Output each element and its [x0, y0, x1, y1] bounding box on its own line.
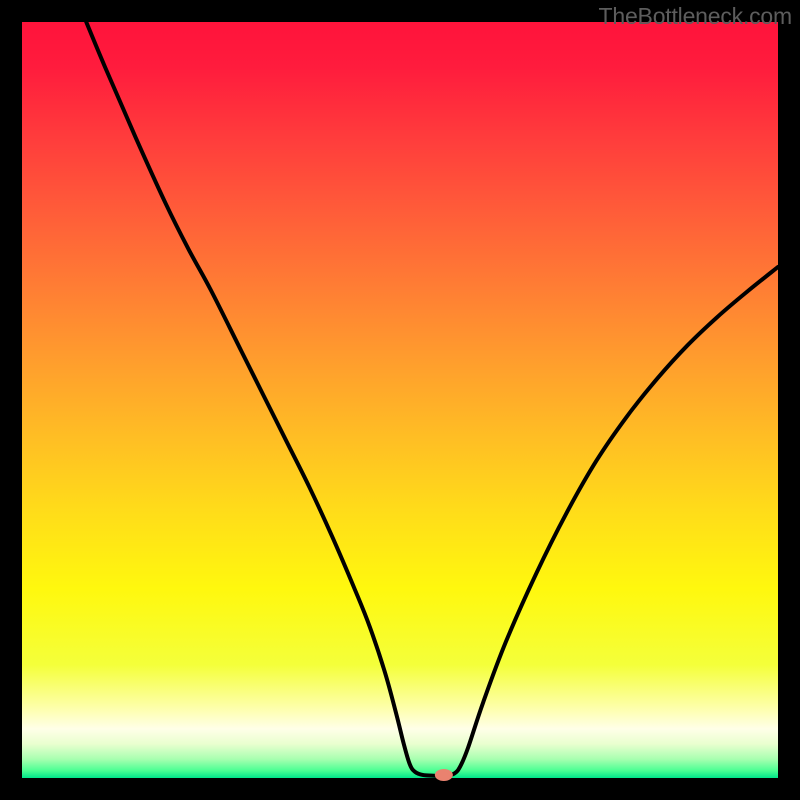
- optimum-marker: [435, 769, 453, 781]
- watermark-text: TheBottleneck.com: [599, 3, 792, 30]
- bottleneck-chart: [0, 0, 800, 800]
